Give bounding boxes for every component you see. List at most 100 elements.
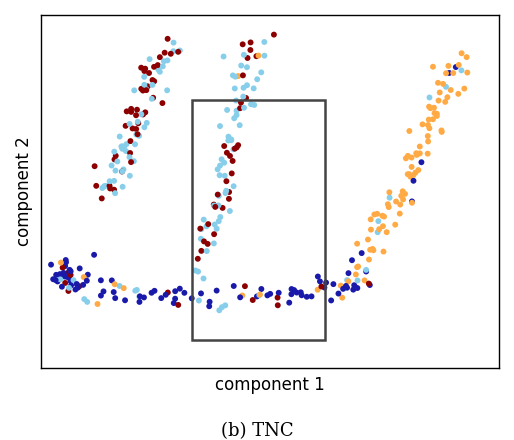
Point	[449, 70, 457, 77]
Point	[257, 286, 265, 293]
Point	[424, 150, 432, 157]
Point	[112, 152, 120, 159]
Point	[174, 301, 182, 308]
Point	[452, 63, 460, 70]
Point	[143, 119, 151, 126]
Point	[349, 286, 357, 293]
Point	[127, 158, 135, 165]
Point	[435, 89, 444, 96]
Point	[59, 264, 67, 271]
Point	[142, 85, 150, 92]
Point	[409, 177, 417, 184]
Point	[240, 51, 248, 59]
Point	[64, 269, 72, 276]
Point	[237, 62, 245, 69]
Point	[392, 198, 400, 205]
Point	[194, 268, 202, 275]
Point	[364, 236, 372, 243]
Point	[83, 298, 91, 305]
Point	[228, 170, 236, 177]
Point	[398, 188, 407, 195]
Point	[343, 284, 351, 291]
Point	[163, 57, 172, 64]
Point	[229, 158, 237, 165]
Point	[442, 83, 450, 90]
Point	[454, 90, 463, 97]
Point	[128, 125, 137, 132]
Point	[53, 278, 62, 285]
Point	[197, 290, 205, 297]
Point	[118, 168, 126, 175]
Point	[217, 156, 226, 163]
Point	[205, 303, 213, 310]
Point	[210, 240, 218, 247]
Point	[230, 115, 238, 122]
Point	[150, 78, 158, 85]
Point	[322, 279, 330, 286]
Point	[113, 158, 121, 165]
Point	[191, 267, 199, 274]
Point	[334, 290, 342, 297]
Point	[418, 121, 427, 128]
Point	[197, 247, 206, 254]
Point	[57, 274, 65, 281]
Point	[320, 284, 328, 291]
Point	[197, 226, 206, 233]
Point	[439, 81, 447, 88]
Point	[75, 283, 83, 290]
Point	[254, 52, 263, 59]
Point	[408, 199, 416, 206]
Point	[242, 95, 250, 102]
Point	[270, 31, 278, 38]
Point	[397, 192, 406, 199]
Point	[149, 77, 157, 84]
Point	[249, 297, 257, 304]
Point	[224, 137, 232, 144]
Point	[71, 286, 80, 293]
Point	[408, 163, 416, 170]
Point	[402, 155, 410, 162]
Point	[246, 47, 254, 54]
Point	[424, 132, 432, 139]
Point	[417, 159, 426, 166]
Point	[127, 108, 135, 115]
Point	[337, 282, 345, 289]
Point	[92, 182, 100, 189]
Point	[396, 210, 404, 217]
Point	[49, 276, 57, 283]
Point	[107, 162, 116, 169]
Point	[353, 240, 361, 247]
Point	[463, 54, 471, 61]
Point	[365, 280, 373, 287]
Y-axis label: component 2: component 2	[15, 136, 33, 246]
Point	[225, 188, 233, 195]
Point	[67, 268, 75, 275]
Point	[65, 284, 73, 291]
Point	[151, 287, 159, 294]
Point	[140, 294, 148, 301]
Point	[171, 295, 179, 302]
Point	[253, 293, 261, 300]
Point	[90, 163, 99, 170]
Point	[111, 190, 119, 197]
Point	[437, 127, 446, 134]
Point	[292, 289, 301, 296]
Point	[378, 212, 387, 219]
Point	[227, 137, 235, 144]
Point	[120, 285, 128, 292]
X-axis label: component 1: component 1	[215, 376, 325, 394]
Point	[375, 226, 383, 233]
Point	[111, 281, 119, 288]
Point	[344, 270, 353, 277]
Point	[212, 287, 221, 294]
Point	[135, 298, 143, 305]
Point	[132, 125, 140, 132]
Point	[351, 283, 359, 290]
Point	[174, 48, 182, 55]
Point	[287, 291, 296, 298]
Point	[367, 226, 375, 233]
Point	[132, 112, 140, 119]
Point	[156, 54, 164, 61]
Point	[327, 297, 335, 304]
Point	[163, 87, 171, 94]
